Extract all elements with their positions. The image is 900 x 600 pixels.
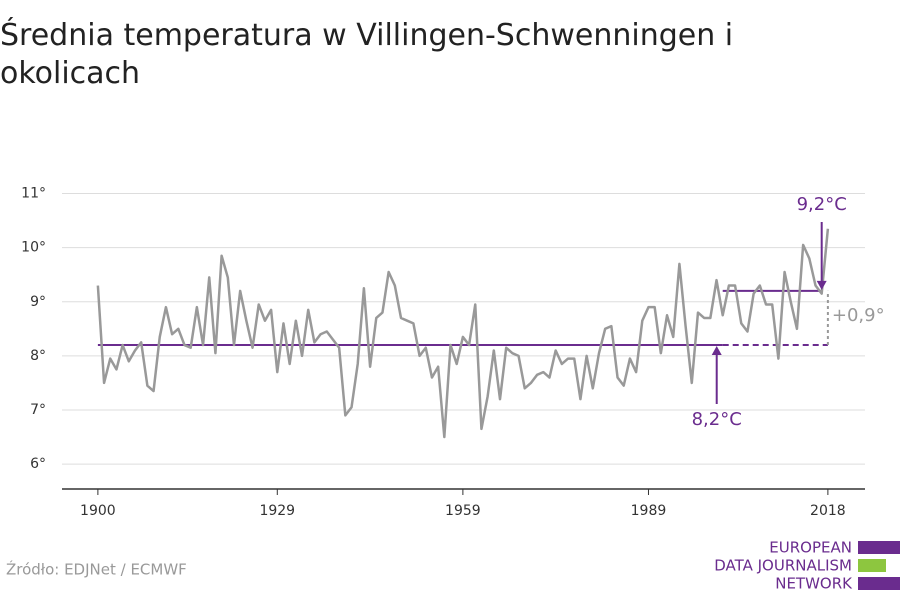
chart-title: Średnia temperatura w Villingen-Schwenni…: [0, 16, 743, 91]
logo-text: NETWORK: [775, 575, 853, 593]
difference-label: +0,9°: [832, 305, 885, 326]
logo-text: EUROPEAN: [769, 539, 852, 557]
x-tick-label: 1900: [80, 503, 116, 519]
y-tick-label: 8°: [30, 348, 46, 364]
y-tick-label: 6°: [30, 456, 46, 472]
x-tick-label: 1959: [445, 503, 481, 519]
x-tick-label: 2018: [810, 503, 846, 519]
logo-stripe: [858, 577, 900, 590]
x-tick-label: 1929: [259, 503, 295, 519]
logo-stripe: [858, 541, 900, 554]
y-tick-label: 7°: [30, 402, 46, 418]
y-tick-label: 10°: [21, 240, 46, 256]
y-tick-label: 9°: [30, 294, 46, 310]
y-tick-label: 11°: [21, 186, 46, 202]
x-tick-label: 1989: [631, 503, 667, 519]
logo-text: DATA JOURNALISM: [714, 557, 852, 575]
data-line: [96, 228, 830, 439]
reference-label: 9,2°C: [797, 194, 847, 215]
arrow-head: [711, 346, 722, 356]
reference-label: 8,2°C: [692, 409, 742, 430]
source: Źródło: EDJNet / ECMWF: [6, 560, 187, 579]
logo-stripe: [858, 559, 886, 572]
arrow-head: [816, 280, 827, 290]
